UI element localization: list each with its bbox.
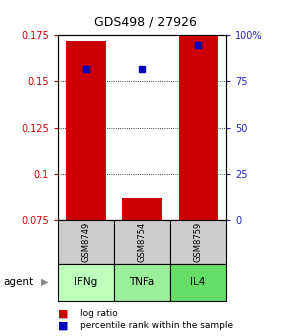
- Text: ■: ■: [58, 308, 68, 318]
- Text: TNFa: TNFa: [129, 277, 155, 287]
- Bar: [170, 264, 226, 301]
- Bar: [114, 264, 170, 301]
- Bar: [58, 220, 114, 264]
- Text: GSM8749: GSM8749: [81, 222, 90, 262]
- Text: percentile rank within the sample: percentile rank within the sample: [80, 322, 233, 330]
- Text: ■: ■: [58, 321, 68, 331]
- Bar: [58, 264, 114, 301]
- Text: IL4: IL4: [191, 277, 206, 287]
- Bar: [179, 35, 218, 220]
- Text: GDS498 / 27926: GDS498 / 27926: [94, 15, 196, 28]
- Text: agent: agent: [3, 277, 33, 287]
- Text: ▶: ▶: [41, 277, 48, 287]
- Text: GSM8754: GSM8754: [137, 222, 147, 262]
- Bar: [122, 198, 162, 220]
- Text: GSM8759: GSM8759: [194, 222, 203, 262]
- Text: IFNg: IFNg: [75, 277, 98, 287]
- Bar: [114, 220, 170, 264]
- Text: log ratio: log ratio: [80, 309, 117, 318]
- Bar: [66, 41, 106, 220]
- Bar: [170, 220, 226, 264]
